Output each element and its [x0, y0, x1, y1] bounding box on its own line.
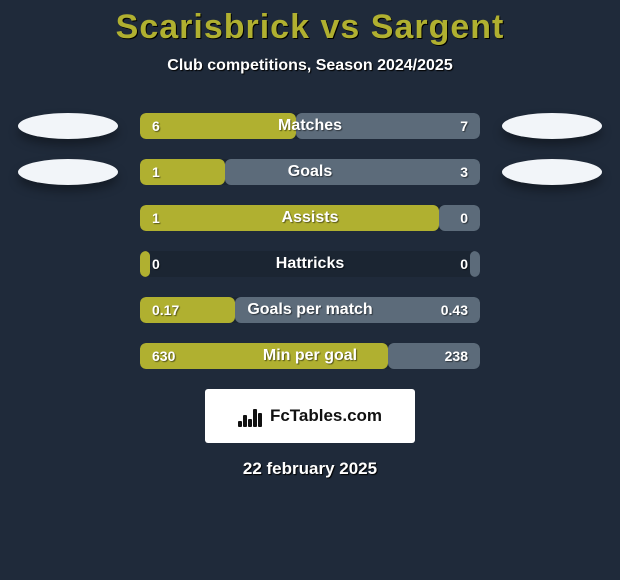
stat-label: Matches [278, 117, 342, 135]
player-right-name: Sargent [371, 8, 505, 46]
stat-bar-wrap: 1 3 Goals [140, 159, 480, 185]
stat-bar-wrap: 0 0 Hattricks [140, 251, 480, 277]
comparison-card: Scarisbrick vs Sargent Club competitions… [0, 0, 620, 479]
player-left-name: Scarisbrick [116, 8, 310, 46]
stat-value-right: 0 [460, 210, 468, 226]
stats-list: 6 7 Matches 1 3 Goals 1 0 Assists 0 0 Hattricks 0.17… [0, 113, 620, 369]
stat-label: Goals [288, 163, 332, 181]
stat-value-right: 3 [460, 164, 468, 180]
stat-bar: 1 3 Goals [140, 159, 480, 185]
footer-date: 22 february 2025 [0, 459, 620, 479]
stat-bar: 6 7 Matches [140, 113, 480, 139]
vs-separator: vs [320, 8, 360, 46]
stat-bar: 1 0 Assists [140, 205, 480, 231]
stat-row: 0 0 Hattricks [0, 251, 620, 277]
player-left-avatar [18, 159, 118, 185]
stat-bar-wrap: 6 7 Matches [140, 113, 480, 139]
stat-value-left: 0 [152, 256, 160, 272]
logo-text: FcTables.com [270, 406, 382, 426]
stat-value-left: 0.17 [152, 302, 179, 318]
logo-bar [248, 419, 252, 427]
stat-bar: 0 0 Hattricks [140, 251, 480, 277]
stat-label: Assists [282, 209, 339, 227]
stat-bar-wrap: 0.17 0.43 Goals per match [140, 297, 480, 323]
stat-value-right: 7 [460, 118, 468, 134]
stat-row: 630 238 Min per goal [0, 343, 620, 369]
stat-value-right: 0.43 [441, 302, 468, 318]
stat-label: Hattricks [276, 255, 344, 273]
stat-bar-wrap: 1 0 Assists [140, 205, 480, 231]
stat-bar-left [140, 251, 150, 277]
stat-label: Min per goal [263, 347, 357, 365]
stat-value-left: 1 [152, 164, 160, 180]
fctables-logo[interactable]: FcTables.com [205, 389, 415, 443]
player-left-avatar [18, 113, 118, 139]
subtitle: Club competitions, Season 2024/2025 [0, 57, 620, 75]
stat-row: 1 3 Goals [0, 159, 620, 185]
stat-bar: 0.17 0.43 Goals per match [140, 297, 480, 323]
stat-label: Goals per match [247, 301, 372, 319]
avatar-slot-left [18, 159, 118, 185]
logo-bar [253, 409, 257, 427]
stat-bar-left [140, 113, 296, 139]
stat-value-right: 0 [460, 256, 468, 272]
stat-row: 6 7 Matches [0, 113, 620, 139]
stat-bar-right [225, 159, 480, 185]
stat-value-right: 238 [445, 348, 468, 364]
stat-row: 1 0 Assists [0, 205, 620, 231]
avatar-slot-left [18, 113, 118, 139]
stat-value-left: 6 [152, 118, 160, 134]
stat-value-left: 1 [152, 210, 160, 226]
stat-value-left: 630 [152, 348, 175, 364]
stat-bar-wrap: 630 238 Min per goal [140, 343, 480, 369]
page-title: Scarisbrick vs Sargent [0, 8, 620, 47]
logo-bar [238, 421, 242, 427]
stat-row: 0.17 0.43 Goals per match [0, 297, 620, 323]
player-right-avatar [502, 159, 602, 185]
stat-bar: 630 238 Min per goal [140, 343, 480, 369]
bar-chart-icon [238, 405, 264, 427]
logo-bar [258, 413, 262, 427]
stat-bar-right [470, 251, 480, 277]
player-right-avatar [502, 113, 602, 139]
avatar-slot-right [502, 159, 602, 185]
avatar-slot-right [502, 113, 602, 139]
logo-bar [243, 415, 247, 427]
